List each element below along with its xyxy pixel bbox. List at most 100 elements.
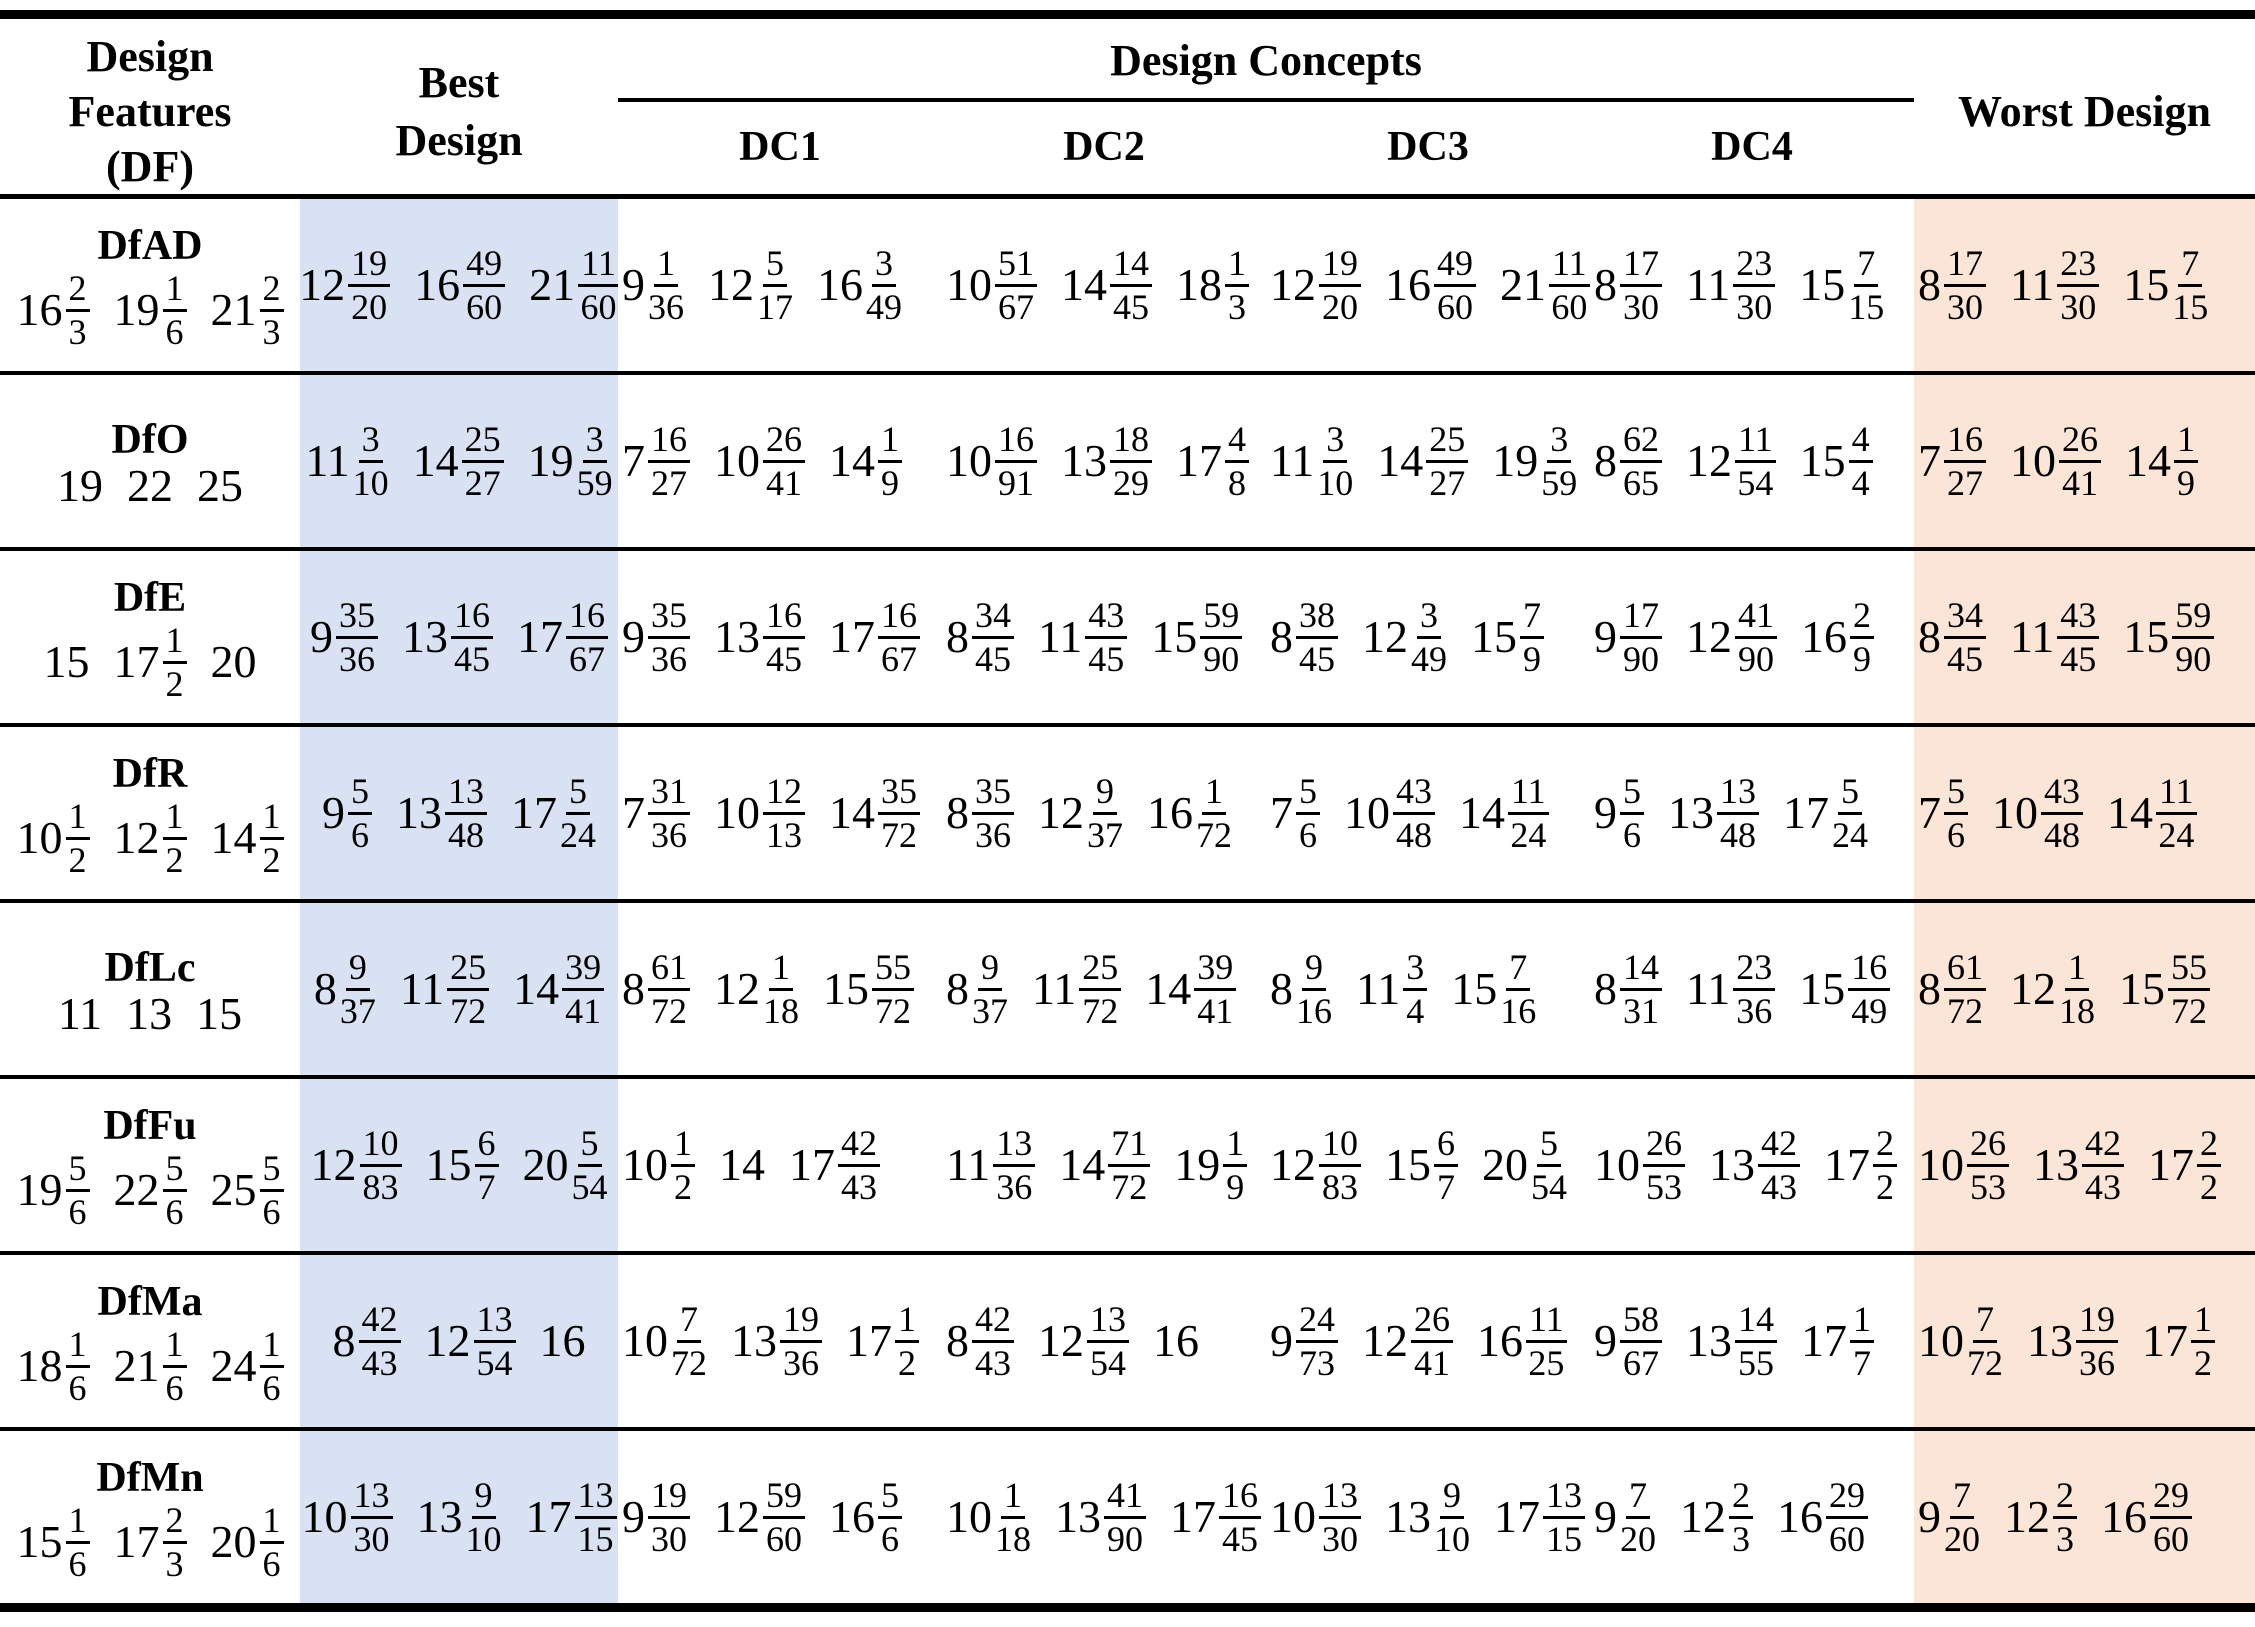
whole-number: 12: [714, 1491, 760, 1542]
denominator: 3: [165, 1543, 184, 1584]
fuzzy-value: 13: [126, 991, 172, 1037]
numerator: 3: [872, 244, 896, 287]
whole-number: 16: [539, 1315, 586, 1366]
fuzzy-value: 13 9 10: [417, 1476, 502, 1559]
denominator: 13: [766, 814, 802, 855]
numerator: 13: [574, 1476, 617, 1519]
denominator: 45: [1113, 286, 1149, 327]
fuzzy-value: 25 5 6: [211, 1149, 284, 1232]
fuzzy-value: 8 34 45: [946, 596, 1014, 679]
numerator: 25: [1079, 948, 1122, 991]
numerator: 3: [1323, 420, 1348, 463]
cell-worst-design: 10 7 72 13 19 36 17 1 2: [1914, 1251, 2255, 1429]
denominator: 48: [2044, 814, 2080, 855]
fuzzy-value: 16: [1153, 1318, 1199, 1364]
fraction: 29 60: [1826, 1476, 1868, 1559]
numerator: 9: [345, 948, 370, 991]
whole-number: 14: [412, 435, 459, 486]
fraction: 1 18: [763, 948, 799, 1031]
cell-design-feature: DfAD 16 2 3 19 1 6 21 2 3: [0, 194, 300, 373]
fraction: 13 30: [350, 1476, 393, 1559]
cell-values: 8 9 37 11 25 72 14 39 41: [300, 948, 618, 1031]
fuzzy-value: 12 2 3: [1680, 1476, 1753, 1559]
whole-number: 11: [2010, 259, 2055, 310]
whole-number: 10: [1992, 787, 2038, 838]
denominator: 29: [1113, 462, 1149, 503]
denominator: 27: [1947, 462, 1983, 503]
fuzzy-value: 15 59 90: [1151, 596, 1243, 679]
whole-number: 15: [823, 963, 869, 1014]
numerator: 5: [348, 772, 372, 815]
fuzzy-value: 17 16 67: [517, 596, 608, 679]
whole-number: 10: [16, 812, 63, 863]
whole-number: 15: [2123, 611, 2170, 662]
denominator: 6: [881, 1518, 899, 1559]
whole-number: 8: [622, 963, 645, 1014]
fraction: 23 30: [2057, 244, 2100, 327]
numerator: 5: [1620, 772, 1644, 815]
fuzzy-value: 14 39 41: [513, 948, 605, 1031]
fuzzy-value: 12 41 90: [1686, 596, 1777, 679]
whole-number: 12: [424, 1315, 471, 1366]
denominator: 72: [450, 990, 487, 1031]
numerator: 5: [1537, 1124, 1561, 1167]
denominator: 9: [1226, 1166, 1245, 1207]
denominator: 25: [1528, 1342, 1565, 1383]
whole-number: 8: [1594, 963, 1617, 1014]
numerator: 14: [1110, 244, 1152, 287]
cell-dc3: 12 19 20 16 49 60 21 11 60: [1266, 194, 1590, 373]
whole-number: 11: [1686, 963, 1731, 1014]
whole-number: 17: [1824, 1139, 1870, 1190]
fuzzy-value: 17 13 15: [526, 1476, 617, 1559]
numerator: 1: [2191, 1300, 2215, 1343]
fuzzy-value: 18 1 3: [1176, 244, 1249, 327]
denominator: 6: [262, 1367, 281, 1408]
whole-number: 17: [2142, 1315, 2188, 1366]
denominator: 2: [898, 1342, 916, 1383]
whole-number: 16: [1385, 259, 1431, 310]
denominator: 36: [1736, 990, 1773, 1031]
whole-number: 18: [1176, 259, 1222, 310]
fuzzy-value: 12 5 17: [708, 244, 793, 327]
fraction: 16 49: [1848, 948, 1891, 1031]
cell-values: 18 1 6 21 1 6 24 1 6: [0, 1325, 300, 1408]
denominator: 72: [881, 814, 917, 855]
fuzzy-value: 15 7 9: [1471, 596, 1544, 679]
numerator: 41: [1735, 596, 1777, 639]
fraction: 43 45: [2057, 596, 2100, 679]
whole-number: 16: [817, 259, 863, 310]
fuzzy-value: 12 3 49: [1362, 596, 1447, 679]
numerator: 41: [1104, 1476, 1146, 1519]
whole-number: 10: [946, 259, 992, 310]
whole-number: 14: [829, 435, 875, 486]
denominator: 6: [165, 1367, 184, 1408]
cell-values: 10 51 67 14 14 45 18 1 3: [942, 244, 1266, 327]
cell-values: 10 1 18 13 41 90 17 16 45: [942, 1476, 1266, 1559]
numerator: 19: [348, 244, 391, 287]
denominator: 43: [1761, 1166, 1797, 1207]
denominator: 6: [262, 1543, 281, 1584]
cell-best-design: 12 10 83 15 6 7 20 5 54: [300, 1075, 618, 1253]
whole-number: 17: [829, 611, 875, 662]
whole-number: 21: [210, 284, 257, 335]
denominator: 72: [1947, 990, 1983, 1031]
whole-number: 8: [946, 963, 969, 1014]
fuzzy-value: 7 31 36: [622, 772, 690, 855]
denominator: 7: [1437, 1166, 1455, 1207]
numerator: 9: [471, 1476, 496, 1519]
fraction: 9 10: [1434, 1476, 1470, 1559]
denominator: 4: [1851, 462, 1870, 503]
numerator: 42: [2082, 1124, 2124, 1167]
whole-number: 10: [946, 1491, 992, 1542]
numerator: 7: [677, 1300, 701, 1343]
fuzzy-value: 12 26 41: [1362, 1300, 1453, 1383]
fuzzy-value: 14 1 2: [211, 797, 284, 880]
numerator: 4: [1848, 420, 1873, 463]
whole-number: 15: [1151, 611, 1198, 662]
whole-number: 14: [2125, 435, 2171, 486]
